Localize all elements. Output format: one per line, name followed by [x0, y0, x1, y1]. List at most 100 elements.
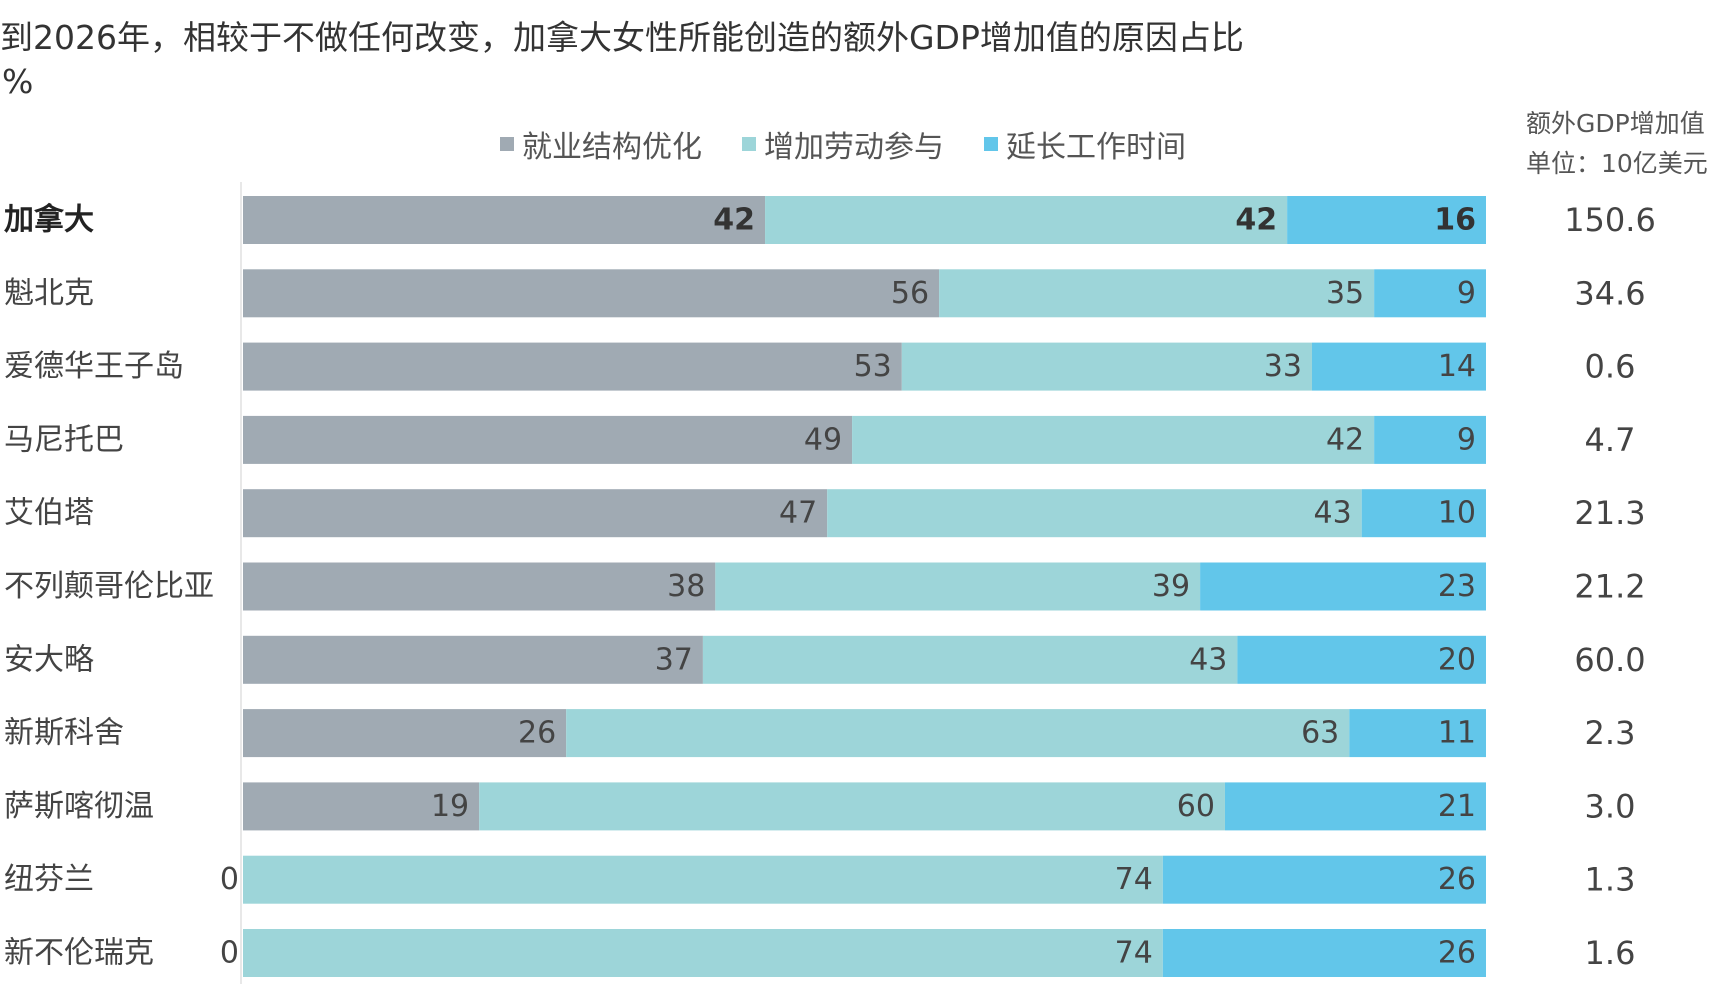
- data-label: 38: [667, 569, 705, 604]
- total-value: 3.0: [1585, 787, 1636, 825]
- total-value: 1.6: [1585, 934, 1636, 972]
- data-label: 14: [1438, 349, 1476, 384]
- bar-segment: [939, 269, 1375, 318]
- bar-segment: [243, 342, 902, 391]
- data-label: 56: [891, 276, 929, 311]
- category-label: 马尼托巴: [4, 422, 124, 457]
- bar-segment: [243, 709, 567, 758]
- legend-label: 就业结构优化: [522, 130, 702, 165]
- data-label: 74: [1115, 936, 1153, 971]
- data-label: 74: [1115, 862, 1153, 897]
- chart-title: 到2026年，相较于不做任何改变，加拿大女性所能创造的额外GDP增加值的原因占比: [0, 18, 1244, 57]
- total-value: 4.7: [1585, 421, 1636, 459]
- category-label: 艾伯塔: [4, 496, 94, 531]
- category-label: 加拿大: [4, 203, 94, 238]
- bar-segment: [243, 269, 940, 318]
- side-header-unit: 单位：10亿美元: [1526, 149, 1708, 178]
- legend-item: 延长工作时间: [984, 122, 1186, 166]
- data-label: 9: [1457, 422, 1476, 457]
- data-label: 23: [1438, 569, 1476, 604]
- data-label: 9: [1457, 276, 1476, 311]
- bar-segment: [243, 562, 716, 611]
- bar-segment: [765, 196, 1288, 244]
- category-label: 萨斯喀彻温: [4, 789, 154, 824]
- bar-segment: [702, 635, 1238, 684]
- bar-segment: [1200, 562, 1486, 611]
- side-header-title: 额外GDP增加值: [1526, 109, 1705, 138]
- bar-segment: [1287, 196, 1486, 244]
- bar-segment: [827, 489, 1362, 538]
- bar-segment: [852, 415, 1375, 464]
- data-label: 20: [1438, 642, 1476, 677]
- data-label: 16: [1434, 203, 1476, 238]
- data-label: 0: [220, 936, 239, 971]
- legend-swatch: [742, 137, 756, 151]
- data-label: 11: [1438, 716, 1476, 751]
- data-label: 35: [1326, 276, 1364, 311]
- category-label: 爱德华王子岛: [4, 349, 184, 384]
- bar-segment: [243, 196, 766, 244]
- bar-segment: [243, 635, 703, 684]
- data-label: 39: [1152, 569, 1190, 604]
- legend-swatch: [500, 137, 514, 151]
- data-label: 53: [854, 349, 892, 384]
- legend-item: 就业结构优化: [500, 122, 702, 166]
- total-value: 150.6: [1564, 201, 1656, 239]
- chart-unit: %: [2, 62, 34, 101]
- bar-segment: [1162, 855, 1486, 904]
- data-label: 43: [1189, 642, 1227, 677]
- total-value: 60.0: [1574, 641, 1645, 679]
- total-value: 0.6: [1585, 348, 1636, 386]
- total-value: 2.3: [1585, 714, 1636, 752]
- bar-segment: [243, 782, 480, 831]
- bar-segment: [1311, 342, 1486, 391]
- category-label: 安大略: [4, 642, 94, 677]
- bar-segment: [1224, 782, 1486, 831]
- data-label: 37: [655, 642, 693, 677]
- bar-segment: [243, 489, 828, 538]
- category-label: 不列颠哥伦比亚: [4, 569, 214, 604]
- bar-segment: [1361, 489, 1486, 538]
- bar-segment: [715, 562, 1201, 611]
- bar-segment: [901, 342, 1312, 391]
- bar-segment: [243, 855, 1163, 904]
- data-label: 26: [518, 716, 556, 751]
- legend-swatch: [984, 137, 998, 151]
- data-label: 47: [779, 496, 817, 531]
- bar-segment: [479, 782, 1225, 831]
- data-label: 60: [1177, 789, 1215, 824]
- data-label: 26: [1438, 862, 1476, 897]
- data-label: 63: [1301, 716, 1339, 751]
- data-label: 21: [1438, 789, 1476, 824]
- legend-label: 增加劳动参与: [764, 130, 944, 165]
- bar-segment: [566, 709, 1350, 758]
- side-header: 额外GDP增加值 单位：10亿美元: [1526, 104, 1708, 184]
- bar-segment: [1237, 635, 1486, 684]
- category-label: 魁北克: [4, 276, 94, 311]
- total-value: 21.2: [1574, 568, 1645, 606]
- data-label: 42: [1326, 422, 1364, 457]
- data-label: 42: [1235, 203, 1277, 238]
- data-label: 19: [431, 789, 469, 824]
- data-label: 33: [1264, 349, 1302, 384]
- bar-segment: [1162, 929, 1486, 977]
- category-label: 新不伦瑞克: [4, 936, 154, 971]
- bar-segment: [243, 929, 1163, 977]
- legend-item: 增加劳动参与: [742, 122, 944, 166]
- total-value: 21.3: [1574, 494, 1645, 532]
- data-label: 42: [713, 203, 755, 238]
- bar-segment: [1349, 709, 1486, 758]
- legend-label: 延长工作时间: [1006, 130, 1186, 165]
- legend: 就业结构优化 增加劳动参与 延长工作时间: [500, 122, 1186, 166]
- bar-segment: [1374, 415, 1486, 464]
- data-label: 49: [804, 422, 842, 457]
- data-label: 43: [1314, 496, 1352, 531]
- category-label: 纽芬兰: [4, 862, 94, 897]
- total-value: 1.3: [1585, 861, 1636, 899]
- data-label: 26: [1438, 936, 1476, 971]
- bar-segment: [243, 415, 853, 464]
- data-label: 10: [1438, 496, 1476, 531]
- bar-segment: [1374, 269, 1486, 318]
- category-label: 新斯科舍: [4, 716, 124, 751]
